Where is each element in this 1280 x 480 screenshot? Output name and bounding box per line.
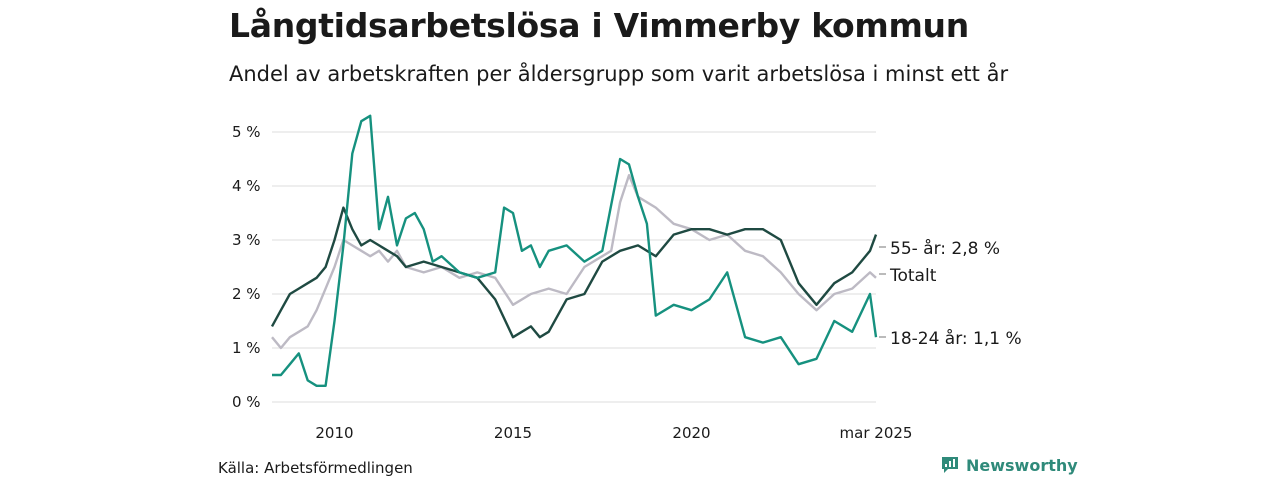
x-axis-ticks: 2010 2015 2020 mar 2025 bbox=[315, 424, 912, 442]
y-tick-label: 3 % bbox=[232, 231, 261, 249]
series-label-total: Totalt bbox=[889, 266, 937, 286]
chart-subtitle: Andel av arbetskraften per åldersgrupp s… bbox=[229, 62, 1009, 86]
y-tick-label: 5 % bbox=[232, 123, 261, 141]
source-note: Källa: Arbetsförmedlingen bbox=[218, 459, 413, 477]
series-labels: Totalt 55- år: 2,8 % 18-24 år: 1,1 % bbox=[879, 238, 1022, 349]
y-tick-label: 0 % bbox=[232, 393, 261, 411]
x-tick-label: 2015 bbox=[494, 424, 532, 442]
x-tick-label: 2010 bbox=[315, 424, 353, 442]
series-lines bbox=[270, 114, 878, 387]
series-label-youth: 18-24 år: 1,1 % bbox=[890, 328, 1022, 349]
series-line-senior bbox=[270, 206, 878, 339]
y-axis-ticks: 0 % 1 % 2 % 3 % 4 % 5 % bbox=[232, 123, 261, 411]
series-line-youth bbox=[272, 114, 878, 387]
y-tick-label: 1 % bbox=[232, 339, 261, 357]
newsworthy-icon bbox=[942, 457, 958, 473]
series-line-total bbox=[271, 173, 877, 350]
x-tick-label: mar 2025 bbox=[840, 424, 913, 442]
brand-name: Newsworthy bbox=[966, 455, 1078, 475]
x-tick-label: 2020 bbox=[672, 424, 710, 442]
brand-logo: Newsworthy bbox=[940, 455, 1078, 475]
series-label-senior: 55- år: 2,8 % bbox=[890, 238, 1000, 259]
y-tick-label: 2 % bbox=[232, 285, 261, 303]
gridlines bbox=[272, 131, 876, 403]
y-tick-label: 4 % bbox=[232, 177, 261, 195]
chart-title: Långtidsarbetslösa i Vimmerby kommun bbox=[229, 6, 969, 45]
